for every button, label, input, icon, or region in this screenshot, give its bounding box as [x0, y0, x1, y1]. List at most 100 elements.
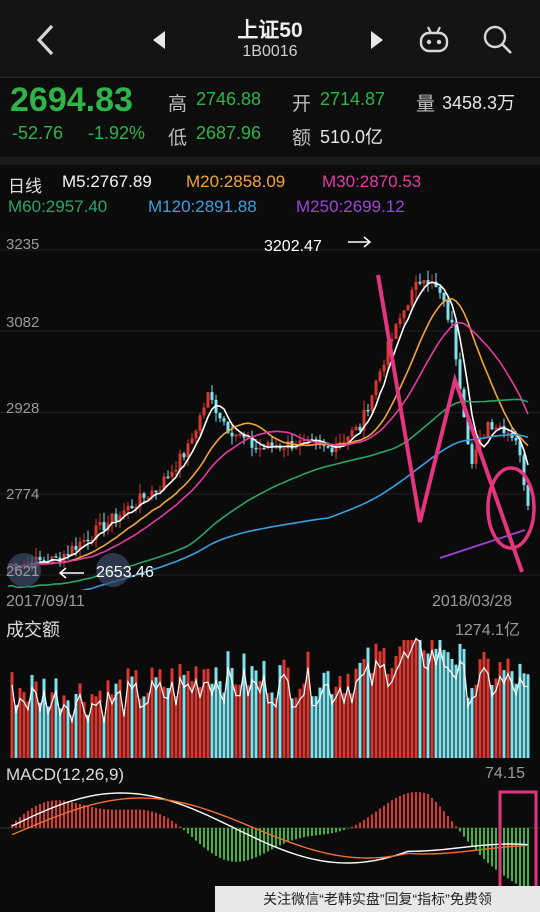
volume-bar	[306, 651, 310, 758]
macd-bar	[119, 809, 121, 828]
candle-body	[406, 305, 410, 311]
candle-body	[190, 438, 194, 444]
macd-bar	[151, 811, 153, 828]
macd-bar	[495, 828, 497, 870]
macd-bar	[235, 828, 237, 862]
volume-bar	[382, 648, 386, 758]
macd-bar	[427, 793, 429, 828]
volume-bar	[38, 702, 42, 758]
volume-bar	[394, 655, 398, 758]
volume-bar	[10, 672, 14, 758]
macd-bar	[227, 828, 229, 861]
macd-bar	[395, 797, 397, 828]
macd-bar	[255, 828, 257, 858]
macd-bar	[371, 814, 373, 828]
volume-bar	[230, 668, 234, 758]
volume-bar	[226, 651, 230, 758]
candle-body	[522, 455, 526, 486]
volume-bar	[146, 692, 150, 758]
triangle-left-icon[interactable]	[152, 30, 166, 55]
volume-title: 成交额	[6, 620, 60, 640]
macd-bar	[363, 819, 365, 828]
candle-body	[238, 434, 242, 436]
candle-body	[350, 430, 354, 437]
ma5-line	[7, 281, 529, 568]
volume-bar	[458, 643, 462, 758]
macd-bar	[307, 828, 309, 837]
candle-body	[402, 310, 406, 319]
candle-body	[78, 541, 82, 550]
macd-bar	[247, 828, 249, 861]
macd-bar	[175, 823, 177, 828]
macd-bar	[11, 824, 13, 828]
volume-bar	[214, 667, 218, 758]
candle-body	[278, 446, 282, 449]
volume-bar	[502, 670, 506, 758]
ma120-line	[80, 434, 529, 590]
candle-body	[274, 446, 278, 449]
macd-bar	[423, 792, 425, 828]
candle-body	[414, 281, 418, 290]
volume-bar	[262, 660, 266, 758]
volume-bar	[474, 684, 478, 758]
macd-bar	[223, 828, 225, 860]
candle-body	[346, 436, 350, 442]
chevron-left-icon[interactable]	[34, 22, 58, 63]
candle-body	[302, 439, 306, 442]
period-label[interactable]: 日线	[8, 177, 42, 196]
volume-bar	[30, 675, 34, 758]
candle-body	[222, 418, 226, 422]
macd-bar	[311, 828, 313, 836]
macd-bar	[303, 828, 305, 838]
volume-bar	[490, 685, 494, 758]
volume-bar	[310, 696, 314, 758]
price-change-pct: -1.92%	[88, 123, 146, 143]
macd-bar	[323, 828, 325, 835]
macd-chart[interactable]	[0, 762, 540, 890]
candle-body	[230, 432, 234, 437]
macd-bar	[187, 828, 189, 834]
candlestick-chart[interactable]	[0, 230, 540, 590]
macd-bar	[239, 828, 241, 862]
macd-bar	[519, 828, 521, 887]
volume-bar	[22, 692, 26, 758]
candle-body	[258, 448, 262, 450]
volume-bar	[374, 643, 378, 758]
robot-icon[interactable]	[418, 24, 450, 59]
volume-bar	[478, 659, 482, 758]
macd-bar	[215, 828, 217, 856]
candle-body	[426, 280, 430, 284]
volume-bar	[18, 687, 22, 758]
volume-bar	[122, 709, 126, 758]
ma5-label: M5:2767.89	[62, 172, 152, 191]
macd-bar	[327, 828, 329, 834]
volume-bar	[126, 668, 130, 758]
volume-bar	[462, 648, 466, 758]
high-arrow	[348, 236, 372, 248]
candle-body	[330, 447, 334, 453]
period-high-label: 3202.47	[264, 238, 322, 255]
candle-body	[442, 292, 446, 301]
macd-bar	[203, 828, 205, 848]
triangle-right-icon[interactable]	[370, 30, 384, 55]
candle-body	[122, 510, 126, 516]
macd-bar	[407, 793, 409, 828]
volume-bar	[218, 681, 222, 758]
volume-bar	[182, 675, 186, 758]
volume-bar	[398, 646, 402, 758]
volume-bar	[366, 647, 370, 758]
volume-bar	[66, 700, 70, 758]
volume-bar	[206, 668, 210, 758]
volume-bar	[162, 686, 166, 758]
y-tick-2621: 2621	[6, 563, 40, 580]
volume-chart[interactable]	[0, 636, 540, 761]
macd-bar	[415, 792, 417, 828]
candle-body	[294, 446, 298, 449]
touch-dot	[7, 553, 41, 587]
candle-body	[142, 493, 146, 498]
volume-bar	[90, 694, 94, 758]
candle-body	[494, 427, 498, 430]
volume-bar	[514, 683, 518, 758]
search-icon[interactable]	[482, 24, 514, 61]
candle-body	[186, 443, 190, 458]
